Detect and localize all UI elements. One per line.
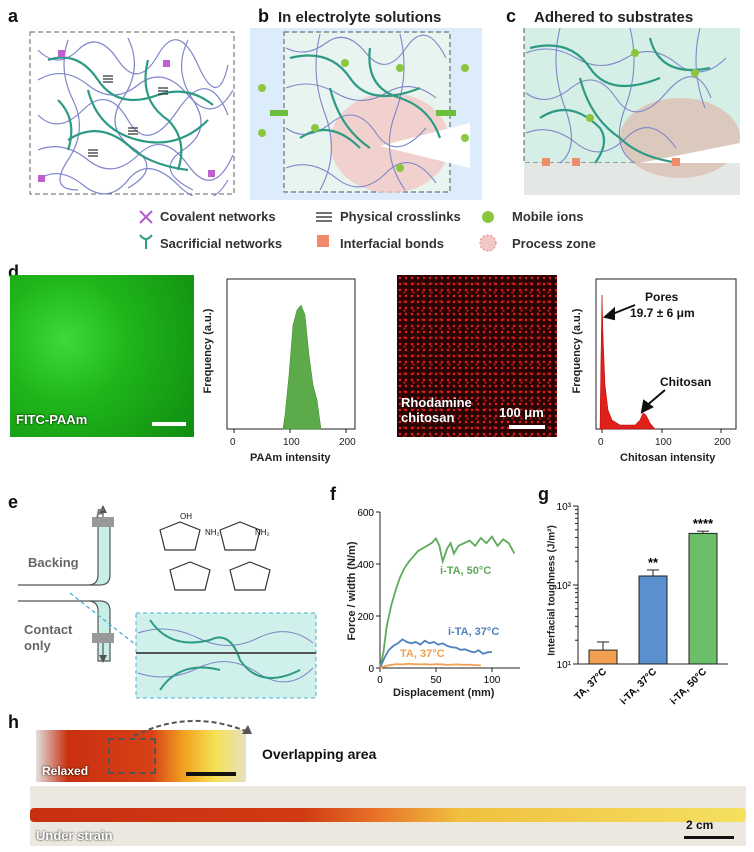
panel-b-title: In electrolyte solutions [278, 9, 442, 26]
fitc-paam-image: FITC-PAAm [10, 275, 194, 437]
y-tick-label: 10² [557, 581, 572, 592]
force-displacement-chart: 0 200 400 600 0 50 100 [357, 508, 520, 686]
panel-e-peel-diagram [18, 505, 317, 699]
series-line [379, 662, 481, 669]
y-tick-label: 400 [357, 560, 374, 571]
series-label-ita-37: i-TA, 37°C [448, 626, 500, 638]
interfacial-icon [317, 235, 329, 247]
pores-label: Pores [645, 290, 679, 304]
sacrificial-icon [139, 234, 153, 249]
legend-interfacial: Interfacial bonds [340, 236, 445, 251]
hist2-xtick-200: 200 [714, 437, 731, 448]
hist1-xtick-100: 100 [283, 437, 300, 448]
x-category-label: i-TA, 50°C [668, 666, 709, 707]
chart-f-xlabel: Displacement (mm) [393, 687, 495, 699]
hist1-xtick-200: 200 [339, 437, 356, 448]
scale-bar [684, 836, 734, 839]
paam-histogram [226, 278, 356, 433]
panel-a-network-diagram [29, 31, 235, 196]
scale-bar [186, 772, 236, 776]
scale-label: 100 μm [499, 405, 544, 420]
panel-label-b: b [258, 6, 269, 26]
stretched-sample [30, 808, 746, 822]
panel-label-g: g [538, 484, 549, 504]
overlap-arrow [133, 720, 252, 737]
panel-c-title: Adhered to substrates [534, 9, 694, 26]
rhodamine-chitosan-image: Rhodamine chitosan 100 μm [397, 275, 557, 437]
x-tick-label: 100 [484, 675, 501, 686]
overlap-box [108, 738, 156, 774]
legend-process: Process zone [512, 236, 596, 251]
hist1-xtick-0: 0 [230, 437, 236, 448]
panel-label-h: h [8, 712, 19, 732]
significance-label: ** [648, 555, 659, 570]
hist2-xtick-0: 0 [598, 437, 604, 448]
legend-icons [139, 210, 497, 252]
strain-label: Under strain [36, 828, 113, 843]
y-tick-label: 0 [368, 664, 374, 675]
nh2-label-1: NH₂ [205, 528, 220, 537]
series-label-ta-37: TA, 37°C [400, 648, 445, 660]
force-label: F [96, 506, 104, 521]
scale-bar [152, 422, 186, 426]
series-line [379, 535, 516, 669]
chitosan-histogram [595, 278, 737, 433]
legend-sacrificial: Sacrificial networks [160, 236, 283, 251]
strain-photo: Under strain 2 cm [30, 786, 746, 846]
panel-b-electrolyte-diagram [250, 28, 482, 200]
panel-label-a: a [8, 6, 19, 26]
scale-bar [509, 425, 545, 429]
y-tick-label: 600 [357, 508, 374, 519]
fitc-label: FITC-PAAm [16, 412, 88, 427]
hist2-xlabel: Chitosan intensity [620, 452, 716, 464]
chart-g-ylabel: Interfacial toughness (J/m²) [546, 525, 558, 656]
relaxed-label: Relaxed [42, 764, 89, 778]
hist2-ylabel: Frequency (a.u.) [571, 308, 583, 394]
process-icon [479, 234, 497, 252]
mobile-icon [482, 211, 494, 223]
panel-c-substrate-diagram [523, 28, 740, 195]
hist1-ylabel: Frequency (a.u.) [202, 308, 214, 394]
y-tick-label: 10³ [557, 502, 572, 513]
y-tick-label: 10¹ [557, 660, 572, 671]
hist2-xtick-100: 100 [655, 437, 672, 448]
x-category-label: TA, 37°C [573, 666, 609, 702]
oh-label: OH [180, 512, 192, 521]
pores-value: 19.7 ± 6 μm [630, 306, 695, 320]
x-tick-label: 0 [377, 675, 383, 686]
contact-only-label: Contact only [24, 622, 73, 653]
x-tick-label: 50 [430, 675, 442, 686]
legend-covalent: Covalent networks [160, 209, 276, 224]
x-category-label: i-TA, 37°C [618, 666, 659, 707]
interfacial-toughness-chart: 10¹ 10² 10³ TA, 37°C ** i-TA, 37°C **** i-TA, 5… [557, 502, 728, 707]
panel-label-d: d [8, 262, 19, 282]
covalent-icon [139, 210, 153, 224]
relaxed-photo: Relaxed [36, 730, 246, 782]
panel-label-f: f [330, 484, 336, 504]
panel-label-e: e [8, 492, 19, 512]
series-line [379, 638, 493, 669]
panel-label-c: c [506, 6, 517, 26]
legend-mobile: Mobile ions [512, 209, 584, 224]
bar [688, 532, 718, 665]
significance-label: **** [693, 516, 714, 531]
physical-icon [316, 212, 332, 222]
chitosan-peak-label: Chitosan [660, 375, 712, 389]
nh2-label-2: NH₂ [255, 528, 270, 537]
series-label-ita-50: i-TA, 50°C [440, 565, 492, 577]
overlap-label: Overlapping area [262, 746, 377, 762]
bar [638, 575, 668, 665]
chart-f-ylabel: Force / width (N/m) [346, 541, 358, 641]
strain-scale-label: 2 cm [686, 818, 714, 832]
backing-label: Backing [28, 555, 79, 570]
legend-physical: Physical crosslinks [340, 209, 461, 224]
hist1-xlabel: PAAm intensity [250, 452, 331, 464]
y-tick-label: 200 [357, 612, 374, 623]
rhodamine-label: Rhodamine chitosan [401, 395, 472, 425]
bar [588, 649, 618, 665]
